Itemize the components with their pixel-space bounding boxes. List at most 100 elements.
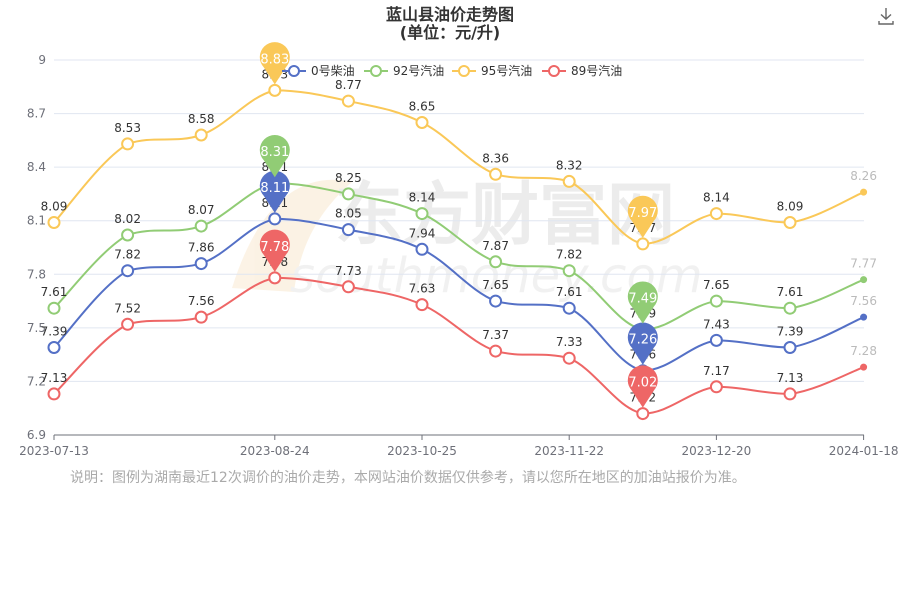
data-point — [709, 333, 723, 347]
min-pin-label: 7.26 — [628, 333, 657, 348]
legend-item[interactable]: 0号柴油 — [282, 64, 355, 78]
data-point — [709, 294, 723, 308]
min-pin-shape — [627, 195, 658, 238]
data-label: 8.14 — [703, 191, 730, 205]
data-point — [47, 387, 61, 401]
data-point — [121, 317, 135, 331]
data-label: 8.36 — [482, 151, 509, 165]
max-pin-shape — [259, 229, 290, 272]
data-label: 7.87 — [482, 239, 509, 253]
data-label: 7.43 — [703, 317, 730, 331]
data-label: 7.73 — [335, 264, 362, 278]
max-pin-shape — [259, 135, 290, 178]
max-pin: 8.83 — [259, 42, 290, 85]
data-label: 7.56 — [188, 294, 215, 308]
data-point — [415, 116, 429, 129]
max-pin-label: 8.31 — [260, 145, 289, 160]
y-tick-label: 7.2 — [27, 374, 46, 388]
extreme-markers: 8.11 7.26 8.31 7.49 8.83 7.97 7.78 7.02 — [259, 42, 658, 408]
data-point — [415, 298, 429, 312]
data-point — [489, 255, 503, 269]
grid — [54, 59, 864, 382]
data-point — [709, 207, 723, 221]
data-point — [562, 264, 576, 278]
legend-item[interactable]: 92号汽油 — [364, 63, 444, 78]
legend-label: 92号汽油 — [393, 63, 444, 78]
data-point — [783, 341, 797, 354]
data-label: 8.65 — [409, 100, 436, 114]
data-point — [415, 207, 429, 221]
data-point — [47, 301, 61, 315]
watermark-flame-icon — [232, 179, 352, 292]
data-point — [268, 212, 282, 226]
data-label: 7.61 — [777, 285, 804, 299]
min-pin-shape — [627, 365, 658, 408]
data-label: 7.86 — [188, 241, 215, 255]
axes: 6.9 7.2 7.5 7.8 8.1 8.4 8.7 9 2023-07-13 2023-08-… — [19, 53, 898, 458]
legend[interactable]: 0号柴油 92号汽油 95号汽油 89号汽油 — [282, 63, 622, 78]
max-pin-label: 8.83 — [260, 52, 289, 67]
data-label: 7.52 — [114, 301, 141, 315]
data-point — [194, 128, 208, 142]
data-point — [783, 301, 797, 315]
data-point — [860, 313, 868, 321]
data-label: 7.77 — [850, 257, 877, 271]
data-point — [268, 271, 282, 285]
data-point — [121, 228, 135, 242]
min-pin-shape — [627, 281, 658, 324]
legend-label: 89号汽油 — [571, 63, 622, 78]
min-pin-label: 7.02 — [628, 376, 657, 391]
data-point — [268, 83, 282, 97]
legend-item[interactable]: 89号汽油 — [542, 63, 622, 78]
data-label: 7.17 — [703, 364, 730, 378]
min-pin: 7.97 — [627, 195, 658, 238]
y-tick-label: 6.9 — [27, 428, 46, 442]
data-label: 8.02 — [114, 212, 141, 226]
data-label: 7.63 — [409, 282, 436, 296]
min-pin-label: 7.49 — [628, 292, 657, 307]
legend-marker — [288, 65, 300, 77]
max-pin-shape — [259, 42, 290, 85]
data-point — [341, 187, 355, 201]
chart-title: 蓝山县油价走势图 — [385, 5, 514, 24]
data-point — [341, 223, 355, 237]
max-pin-label: 7.78 — [260, 240, 289, 255]
data-point — [636, 407, 650, 421]
max-pin-label: 8.11 — [260, 181, 289, 196]
y-tick-label: 7.5 — [27, 321, 46, 335]
data-label: 8.14 — [409, 191, 436, 205]
data-point — [47, 341, 61, 354]
data-point — [121, 137, 135, 151]
chart-subtitle: (单位：元/升) — [399, 23, 501, 42]
min-pin-label: 7.97 — [628, 206, 657, 221]
data-point — [341, 94, 355, 108]
data-label: 7.82 — [114, 248, 141, 262]
data-point — [860, 188, 868, 196]
chart-note: 说明：图例为湖南最近12次调价的油价走势，本网站油价数据仅供参考，请以您所在地区… — [70, 470, 746, 486]
data-point — [341, 280, 355, 294]
data-label: 8.05 — [335, 207, 362, 221]
y-tick-label: 9 — [38, 53, 46, 67]
y-tick-label: 8.4 — [27, 160, 46, 174]
data-label: 8.32 — [556, 158, 583, 172]
max-pin: 8.31 — [259, 135, 290, 178]
legend-label: 95号汽油 — [481, 63, 532, 78]
data-point — [783, 216, 797, 229]
legend-label: 0号柴油 — [311, 64, 355, 78]
data-label: 7.13 — [777, 371, 804, 385]
x-tick-label: 2023-12-20 — [682, 444, 752, 458]
data-label: 7.94 — [409, 226, 436, 240]
download-icon[interactable] — [876, 6, 896, 26]
x-tick-label: 2023-10-25 — [387, 444, 457, 458]
data-label: 7.13 — [41, 371, 68, 385]
min-pin: 7.02 — [627, 365, 658, 408]
legend-item[interactable]: 95号汽油 — [452, 63, 532, 78]
data-point — [489, 344, 503, 358]
data-point — [489, 294, 503, 308]
max-pin: 8.11 — [259, 170, 290, 213]
legend-marker — [458, 65, 470, 77]
data-point — [562, 174, 576, 188]
data-label: 8.07 — [188, 203, 215, 217]
y-tick-label: 7.8 — [27, 267, 46, 281]
data-point — [860, 363, 868, 371]
